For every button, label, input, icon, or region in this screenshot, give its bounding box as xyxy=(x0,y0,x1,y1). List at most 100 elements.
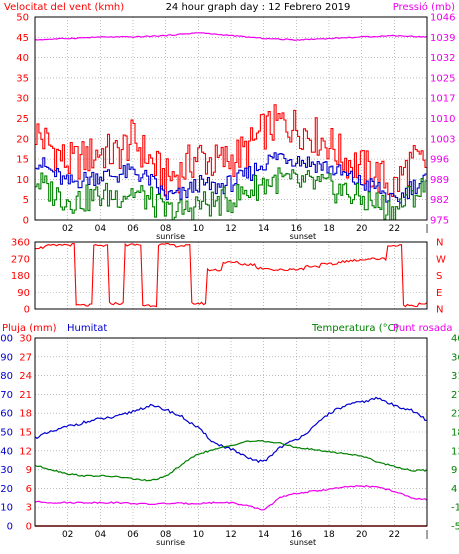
y-tick-label: 996 xyxy=(430,155,449,166)
y-tick-label: 0 xyxy=(24,305,30,316)
y-tick-label: 3 xyxy=(26,503,32,514)
temp-x-ticks: 02 04 06 08 10 12 14 16 18 20 22 | sunrise sunset xyxy=(62,530,429,547)
x-marker-label: sunrise xyxy=(156,538,185,547)
y-tick-label: 4 xyxy=(451,484,457,495)
y-tick-label: 18 xyxy=(451,428,459,439)
x-tick-label: | xyxy=(425,530,428,540)
y-tick-label: 30 xyxy=(0,465,13,476)
y-tick-label: 70 xyxy=(0,390,13,401)
wind-x-ticks: 02 04 06 08 10 12 14 16 18 20 22 | sunrise sunset xyxy=(62,224,429,241)
y-tick-label: 1046 xyxy=(430,13,455,24)
temperature-line xyxy=(34,439,428,482)
y-tick-label: 9 xyxy=(451,465,457,476)
y-tick-label: N xyxy=(436,238,443,249)
y-tick-label: 50 xyxy=(0,428,13,439)
y-tick-label: 35 xyxy=(16,73,29,84)
y-tick-label: -5 xyxy=(451,522,459,533)
wind-direction-line xyxy=(34,242,428,308)
y-tick-label: 1025 xyxy=(430,73,455,84)
x-tick-label: 16 xyxy=(291,224,303,234)
pressure-y-ticks: 975 982 989 996 1003 1010 1017 1025 1032 1039 1046 xyxy=(430,13,455,227)
wind-axis-title: Velocitat del vent (kmh) xyxy=(4,2,124,13)
wind-pressure-series xyxy=(34,32,428,221)
wind-panel-grid xyxy=(35,17,427,220)
wind-gust-line xyxy=(35,104,427,197)
dewpoint-axis-title: Punt rosada xyxy=(393,323,452,334)
humidity-line xyxy=(34,396,428,464)
y-tick-label: 50 xyxy=(16,13,29,24)
x-tick-label: | xyxy=(425,224,428,234)
y-tick-label: 45 xyxy=(16,33,29,44)
y-tick-label: 20 xyxy=(16,134,29,145)
y-tick-label: 1017 xyxy=(430,94,455,105)
x-tick-label: 08 xyxy=(160,224,172,234)
y-tick-label: 15 xyxy=(16,155,29,166)
direction-y-ticks: 360 270 180 90 0 xyxy=(11,238,30,316)
direction-panel-grid xyxy=(35,242,427,309)
y-tick-label: 9 xyxy=(26,465,32,476)
y-tick-label: 30 xyxy=(16,94,29,105)
y-tick-label: 6 xyxy=(26,484,32,495)
dewpoint-line xyxy=(34,484,428,511)
y-tick-label: 1010 xyxy=(430,114,455,125)
x-tick-label: 22 xyxy=(389,530,400,540)
x-marker-label: sunrise xyxy=(156,232,185,241)
x-tick-label: 06 xyxy=(127,530,139,540)
y-tick-label: 15 xyxy=(19,428,32,439)
chart-title: 24 hour graph day : 12 Febrero 2019 xyxy=(166,2,351,13)
temp-humidity-panel: 0102030405060708090100036912151821242730… xyxy=(0,334,459,548)
y-tick-label: 982 xyxy=(430,195,449,206)
y-tick-label: 1003 xyxy=(430,134,455,145)
y-tick-label: 10 xyxy=(0,503,13,514)
x-tick-label: 20 xyxy=(356,224,368,234)
x-tick-label: 18 xyxy=(323,224,335,234)
y-tick-label: 60 xyxy=(0,409,13,420)
x-tick-label: 02 xyxy=(62,224,73,234)
pressure-line xyxy=(34,32,428,41)
direction-series xyxy=(34,242,428,308)
y-tick-label: N xyxy=(436,305,443,316)
y-tick-label: W xyxy=(436,254,446,265)
y-tick-label: 31 xyxy=(451,371,459,382)
rain-humidity-y-ticks: 0 10 20 30 40 50 60 70 80 90 100 0 3 6 9 12 15 18 21 24 27 30 xyxy=(0,334,32,533)
temperature-axis-title: Temperatura (°C) xyxy=(311,323,399,334)
y-tick-label: 989 xyxy=(430,175,449,186)
wind-y-ticks: 0 5 10 15 20 25 30 35 40 45 50 xyxy=(16,13,29,227)
y-tick-label: 180 xyxy=(11,271,30,282)
y-tick-label: 40 xyxy=(451,334,459,345)
x-tick-label: 10 xyxy=(193,224,205,234)
y-tick-label: 1032 xyxy=(430,53,455,64)
y-tick-label: 100 xyxy=(0,334,13,345)
y-tick-label: 90 xyxy=(17,288,30,299)
y-tick-label: 40 xyxy=(0,446,13,457)
y-tick-label: S xyxy=(436,271,442,282)
y-tick-label: 0 xyxy=(23,216,29,227)
x-tick-label: 12 xyxy=(225,224,236,234)
y-tick-label: 90 xyxy=(0,352,13,363)
y-tick-label: 25 xyxy=(16,114,29,125)
y-tick-label: 30 xyxy=(19,334,32,345)
y-tick-label: 13 xyxy=(451,446,459,457)
y-tick-label: 22 xyxy=(451,409,459,420)
y-tick-label: 80 xyxy=(0,371,13,382)
y-tick-label: 360 xyxy=(11,238,30,249)
y-tick-label: 5 xyxy=(23,195,29,206)
x-marker-label: sunset xyxy=(290,232,317,241)
y-tick-label: 27 xyxy=(19,352,32,363)
x-marker-label: sunset xyxy=(290,538,317,547)
pressure-axis-title: Pressió (mb) xyxy=(393,1,455,13)
rain-axis-title: Pluja (mm) xyxy=(2,323,57,334)
y-tick-label: E xyxy=(436,288,442,299)
y-tick-label: 1039 xyxy=(430,33,455,44)
y-tick-label: 0 xyxy=(26,522,32,533)
x-tick-label: 18 xyxy=(323,530,335,540)
y-tick-label: 24 xyxy=(19,371,32,382)
y-tick-label: 20 xyxy=(0,484,13,495)
y-tick-label: 21 xyxy=(19,390,32,401)
y-tick-label: 12 xyxy=(19,446,32,457)
temperature-y-ticks: -5 -1 4 9 13 18 22 27 31 36 40 xyxy=(451,334,459,533)
